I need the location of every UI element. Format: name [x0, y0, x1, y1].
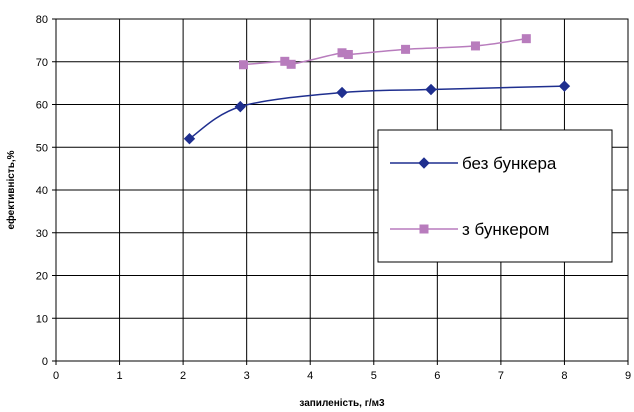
data-point [521, 34, 531, 44]
legend-label: без бункера [462, 154, 557, 173]
tick-labels: 0 1 2 3 4 5 6 7 8 9 0 10 20 30 40 50 60 70 80 [36, 14, 631, 382]
legend-item-2: з бункером [390, 220, 549, 239]
y-tick-label: 0 [42, 356, 48, 368]
x-tick-label: 0 [53, 370, 59, 382]
data-point [238, 60, 248, 70]
y-tick-label: 70 [36, 57, 48, 69]
data-point [425, 83, 437, 96]
series-1 [183, 80, 571, 145]
data-point [470, 41, 480, 51]
y-tick-label: 80 [36, 14, 48, 26]
y-tick-label: 10 [36, 313, 48, 325]
data-point [401, 44, 411, 54]
y-axis-title: ефективність,% [5, 150, 17, 229]
y-tick-label: 30 [36, 228, 48, 240]
data-point [234, 100, 247, 113]
data-point [343, 49, 353, 59]
data-point [286, 59, 296, 69]
legend-box [377, 129, 613, 263]
y-tick-label: 60 [36, 100, 48, 112]
x-tick-label: 7 [498, 370, 504, 382]
y-tick-label: 40 [36, 185, 48, 197]
y-tick-label: 50 [36, 142, 48, 154]
legend-marker [418, 157, 430, 169]
series-2 [238, 34, 531, 70]
x-tick-label: 4 [307, 370, 313, 382]
x-axis-title: запиленість, г/м3 [299, 398, 385, 409]
legend-marker [419, 224, 429, 234]
x-tick-label: 3 [244, 370, 250, 382]
data-point [183, 132, 196, 145]
data-point [558, 80, 571, 92]
legend-item-1: без бункера [390, 154, 557, 173]
x-tick-label: 5 [371, 370, 377, 382]
legend: без бункера з бункером [377, 129, 613, 263]
x-tick-label: 6 [434, 370, 440, 382]
series-group [183, 34, 571, 145]
x-tick-label: 1 [116, 370, 122, 382]
data-point [336, 86, 348, 99]
x-tick-label: 2 [180, 370, 186, 382]
y-tick-label: 20 [36, 271, 48, 283]
x-tick-label: 8 [561, 370, 567, 382]
legend-label: з бункером [462, 220, 549, 239]
x-tick-label: 9 [625, 370, 631, 382]
